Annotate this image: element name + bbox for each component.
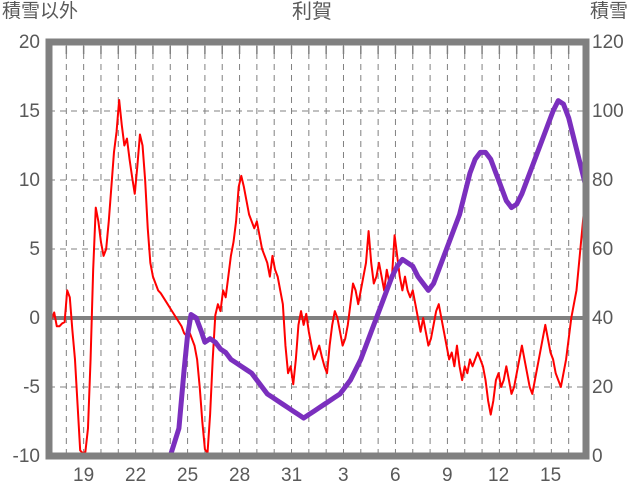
left-axis-title: 積雪以外 [2,1,79,22]
tick-label: 31 [281,465,303,486]
tick-label: 22 [125,465,147,486]
tick-label: 19 [73,465,95,486]
tick-label: 12 [488,465,510,486]
tick-label: 5 [29,239,40,260]
tick-label: -5 [23,377,40,398]
tick-label: 10 [18,170,40,191]
tick-label: 6 [390,465,401,486]
series-layer [46,98,589,459]
plot-border [45,38,590,460]
chart-title: 利賀 [292,1,332,23]
tick-label: 28 [229,465,251,486]
series-line [46,98,589,459]
tick-label: 15 [540,465,562,486]
tick-label: -10 [12,446,40,467]
tick-label: 25 [177,465,199,486]
tick-label: 40 [592,308,614,329]
top-tick-marks [65,46,570,54]
series-line [48,98,587,455]
tick-label: 3 [338,465,349,486]
tick-label: 80 [592,170,614,191]
tick-label: 0 [592,446,603,467]
tick-label: 60 [592,239,614,260]
tick-label: 120 [592,32,624,53]
tick-label: 15 [18,101,40,122]
tick-label: 20 [18,32,40,53]
tick-label: 100 [592,101,624,122]
tick-label: 20 [592,377,614,398]
tick-label: 0 [29,308,40,329]
tick-label: 9 [442,465,453,486]
right-axis-title: 積雪 [590,1,629,22]
